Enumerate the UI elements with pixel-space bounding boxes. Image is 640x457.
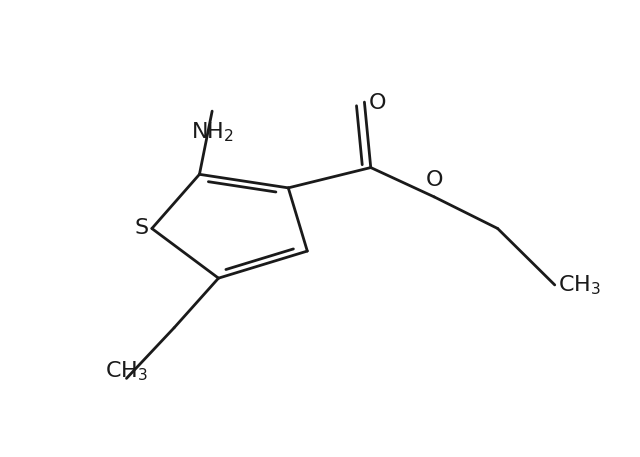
Text: CH$_3$: CH$_3$ bbox=[558, 273, 601, 297]
Text: NH$_2$: NH$_2$ bbox=[191, 120, 234, 144]
Text: O: O bbox=[426, 170, 443, 190]
Text: CH$_3$: CH$_3$ bbox=[105, 359, 148, 383]
Text: S: S bbox=[134, 218, 148, 239]
Text: O: O bbox=[369, 93, 386, 113]
